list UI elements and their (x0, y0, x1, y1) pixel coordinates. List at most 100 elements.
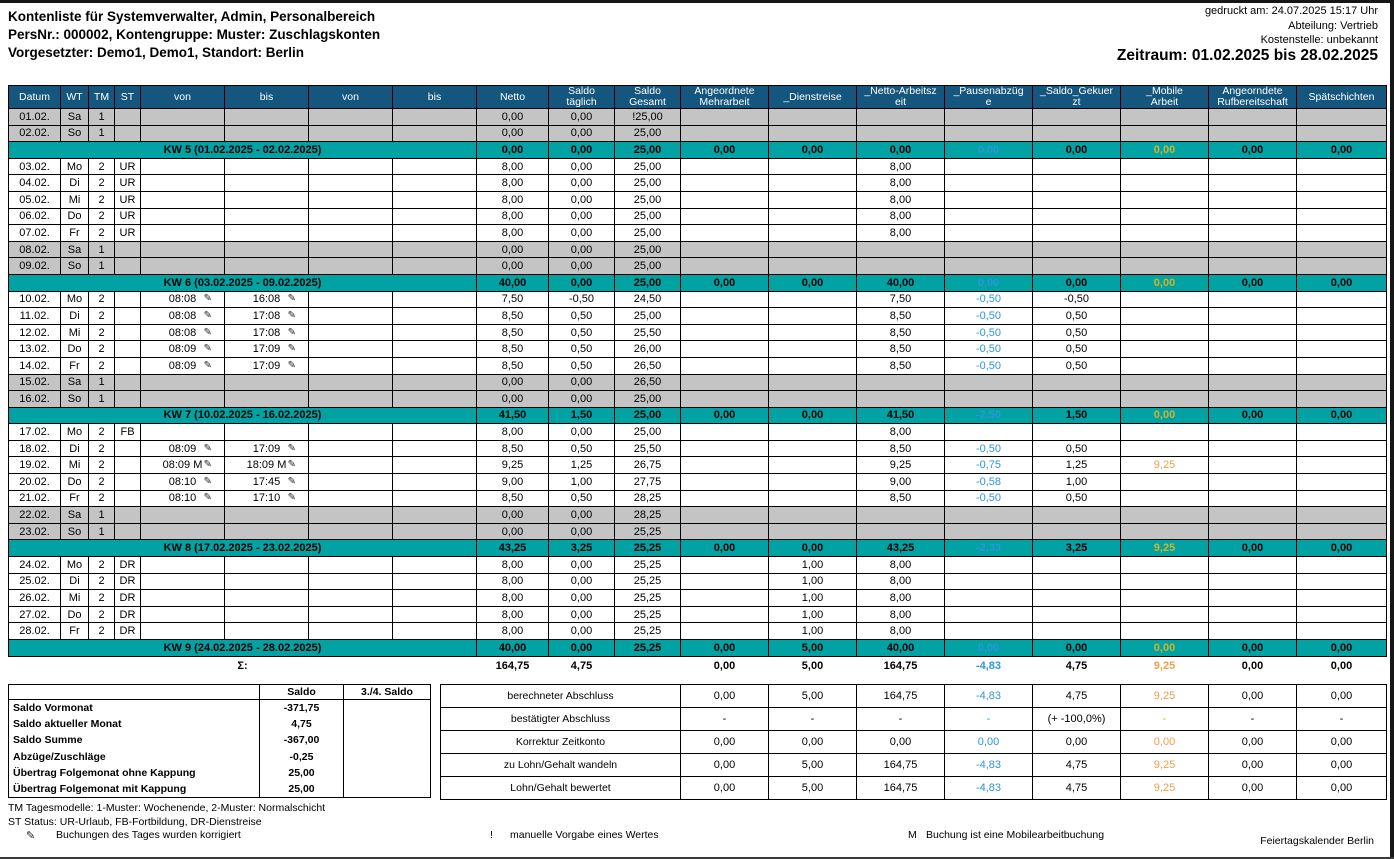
abschluss-value: 9,25 (1120, 684, 1209, 708)
cell-bis2 (392, 257, 477, 275)
cell-pa (944, 522, 1033, 541)
cell-von (140, 190, 225, 209)
cell-naz (856, 108, 945, 126)
cell-ruf (1208, 224, 1297, 242)
cell-spaet (1296, 473, 1387, 491)
cell-pa (944, 506, 1033, 524)
cell-status (114, 473, 141, 491)
cell-status (114, 456, 141, 475)
cell-bis2 (392, 290, 477, 309)
cell-sgk: 0,00 (1032, 639, 1121, 657)
booking-time: 08:09 (168, 343, 197, 356)
cell-pa: -0,50 (944, 307, 1033, 325)
cell-st_d: 0,00 (548, 572, 615, 591)
cell-dr: 0,00 (768, 273, 857, 292)
cell-bis2 (392, 622, 477, 640)
cell-tagesmodell: 2 (88, 473, 115, 491)
cell-dr (768, 340, 857, 358)
cell-spaet (1296, 622, 1387, 640)
cell-mehr (680, 124, 769, 143)
cell-spaet: 0,00 (1296, 539, 1387, 558)
cell-von2 (308, 390, 393, 408)
sigma-label: Σ: (8, 656, 477, 676)
cell-sg: 25,00 (614, 307, 681, 325)
cell-von (140, 506, 225, 524)
cell-st_d: 0,00 (548, 639, 615, 657)
cell-sgk: -0,50 (1032, 290, 1121, 309)
cell-bis2 (392, 157, 477, 176)
cell-naz: 0,00 (856, 141, 945, 159)
cell-dr (768, 157, 857, 176)
abschluss-value: 0,00 (680, 776, 769, 800)
cell-von: 08:08 ✎ (140, 307, 225, 325)
cell-naz (856, 257, 945, 275)
cell-mob (1120, 356, 1209, 375)
cell-von (140, 605, 225, 624)
cell-datum: 03.02. (8, 157, 61, 176)
cell-naz: 8,50 (856, 307, 945, 325)
cell-dr (768, 390, 857, 408)
sum-mob: 9,25 (1120, 656, 1209, 676)
cell-von2 (308, 157, 393, 176)
cell-sgk (1032, 224, 1121, 242)
saldo-header-saldo: Saldo (259, 684, 344, 700)
cell-mehr (680, 489, 769, 508)
day-row: 07.02. Fr 2 UR 8,00 0,00 25,00 8,00 (8, 224, 1387, 242)
cell-st_d: 3,25 (548, 539, 615, 558)
pencil-icon: ✎ (203, 492, 212, 504)
cell-netto: 0,00 (476, 124, 549, 143)
cell-ruf (1208, 257, 1297, 275)
cell-status (114, 522, 141, 541)
cell-sg: 25,00 (614, 157, 681, 176)
day-row: 25.02. Di 2 DR 8,00 0,00 25,25 1,00 8,00 (8, 572, 1387, 591)
saldo-row-value: 4,75 (259, 715, 344, 733)
pencil-icon: ✎ (287, 475, 296, 487)
booking-time: 18:09 M (246, 459, 287, 472)
pencil-icon: ✎ (203, 293, 212, 305)
abschluss-value: 0,00 (1208, 684, 1297, 708)
cell-weekday: Fr (60, 489, 89, 508)
cell-sgk: 1,00 (1032, 473, 1121, 491)
cell-status (114, 506, 141, 524)
cell-pa (944, 257, 1033, 275)
cell-tagesmodell: 2 (88, 456, 115, 475)
cell-netto: 9,25 (476, 456, 549, 475)
day-row: 11.02. Di 2 08:08 ✎ 17:08 ✎ 8,50 0,50 25,00 8,50 -0… (8, 307, 1387, 325)
cell-sg: 25,50 (614, 323, 681, 342)
cell-von2 (308, 290, 393, 309)
cell-sgk (1032, 572, 1121, 591)
report-subtitle-persnr: PersNr.: 000002, Kontengruppe: Muster: Z… (8, 27, 381, 42)
cell-von2 (308, 556, 393, 574)
cell-sg: 25,00 (614, 406, 681, 425)
cell-spaet (1296, 423, 1387, 441)
cell-weekday: Di (60, 174, 89, 192)
cell-pa (944, 207, 1033, 226)
saldo-row-34value (343, 748, 431, 765)
cell-bis2 (392, 240, 477, 259)
cell-dr (768, 373, 857, 392)
cell-sgk (1032, 174, 1121, 192)
abschluss-value: 164,75 (856, 753, 945, 777)
cell-sgk (1032, 556, 1121, 574)
day-row: 20.02. Do 2 08:10 ✎ 17:45 ✎ 9,00 1,00 27,75 9,00 -0… (8, 473, 1387, 491)
cell-von2 (308, 356, 393, 375)
cell-bis: 17:45 ✎ (224, 473, 309, 491)
column-header: ST (114, 85, 141, 109)
cell-ruf: 0,00 (1208, 539, 1297, 558)
cell-naz: 8,00 (856, 556, 945, 574)
cell-spaet (1296, 240, 1387, 259)
cell-bis (224, 572, 309, 591)
week-label: KW 5 (01.02.2025 - 02.02.2025) (8, 141, 477, 159)
cell-dr (768, 456, 857, 475)
cell-st_d: 0,00 (548, 556, 615, 574)
cell-weekday: Mi (60, 456, 89, 475)
cell-sg: 25,00 (614, 423, 681, 441)
cell-naz (856, 390, 945, 408)
pencil-icon: ✎ (287, 359, 296, 371)
cell-st_d: 0,00 (548, 257, 615, 275)
cell-spaet (1296, 207, 1387, 226)
cell-pa: -0,50 (944, 489, 1033, 508)
sum-sg (614, 656, 681, 676)
cell-datum: 06.02. (8, 207, 61, 226)
cell-st_d: 0,00 (548, 423, 615, 441)
